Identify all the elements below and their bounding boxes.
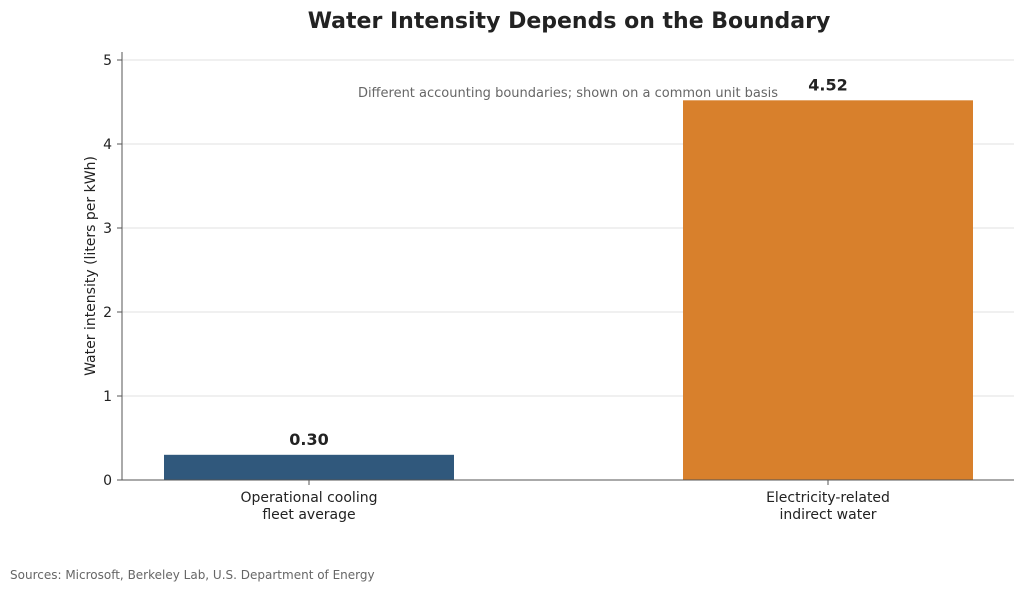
- y-tick-label: 3: [103, 221, 112, 237]
- x-category-label: fleet average: [262, 507, 355, 523]
- y-tick-label: 5: [103, 53, 112, 69]
- source-note: Sources: Microsoft, Berkeley Lab, U.S. D…: [10, 568, 375, 582]
- x-category-label: Operational cooling: [241, 490, 378, 506]
- value-labels: 0.30 4.52: [289, 75, 847, 448]
- y-tick-label: 0: [103, 473, 112, 489]
- bars: [164, 100, 973, 480]
- bar: [164, 454, 454, 480]
- bar: [683, 100, 973, 480]
- chart-subtitle: Different accounting boundaries; shown o…: [358, 86, 778, 101]
- y-tick-label: 2: [103, 305, 112, 321]
- bar-value-label: 4.52: [808, 75, 847, 94]
- bar-value-label: 0.30: [289, 430, 328, 449]
- x-category-label: Electricity-related: [766, 490, 890, 506]
- y-axis-label: Water intensity (liters per kWh): [83, 156, 99, 376]
- x-category-label: indirect water: [779, 507, 876, 523]
- y-tick-label: 4: [103, 137, 112, 153]
- y-tick-label: 1: [103, 389, 112, 405]
- y-axis-ticks: 0 1 2 3 4 5: [103, 53, 122, 489]
- chart-title: Water Intensity Depends on the Boundary: [308, 9, 831, 34]
